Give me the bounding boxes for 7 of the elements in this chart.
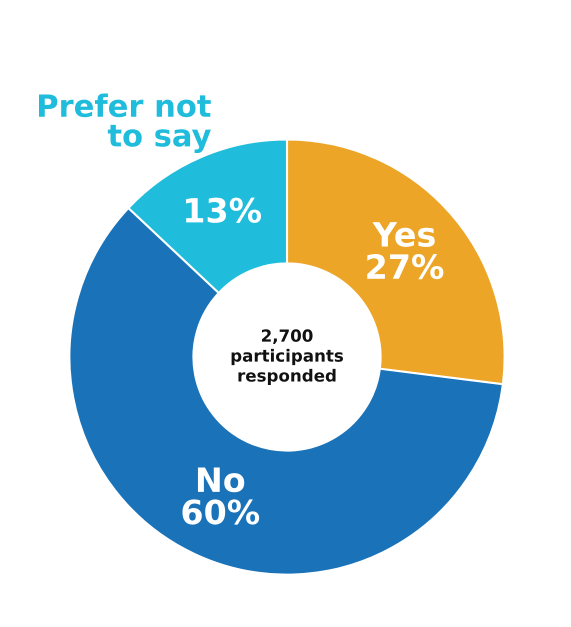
data-label: 27%: [367, 254, 444, 280]
data-label: 13%: [186, 198, 262, 223]
slice-label: Yes: [372, 222, 435, 247]
data-label: 60%: [182, 499, 260, 525]
slice-label: No: [198, 468, 244, 492]
slice-label: Prefer not to say: [39, 94, 211, 153]
text: 2,700 participants responded: [232, 329, 344, 385]
